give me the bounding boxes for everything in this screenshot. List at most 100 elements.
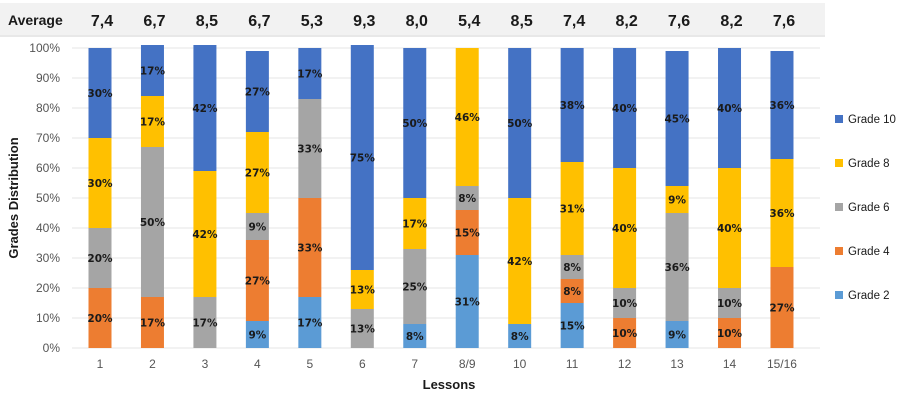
y-tick-label: 90%: [36, 71, 60, 85]
legend-entry: Grade 4: [848, 246, 890, 258]
bar-segment: [403, 324, 427, 348]
bar-segment: [193, 171, 217, 297]
y-tick-label: 40%: [36, 221, 60, 235]
bar-segment: [298, 297, 322, 348]
bar-segment: [560, 48, 584, 162]
data-label: 17%: [402, 219, 428, 231]
average-values: 7,4 6,7 8,5 6,7 5,3 9,3 8,0 5,4 8,5 7,4 8,2 7,6 8,2 7…: [91, 13, 795, 30]
bar-segment: [560, 255, 584, 279]
bar-segment: [350, 270, 374, 309]
bar-segment: [88, 48, 112, 138]
bar-segment: [455, 210, 479, 255]
data-label: 8%: [458, 193, 476, 205]
bar-segment: [88, 138, 112, 228]
data-label: 8%: [563, 262, 581, 274]
x-tick-label: 8/9: [459, 357, 476, 371]
bar-segment: [560, 279, 584, 303]
bar-segment: [665, 186, 689, 213]
x-tick-label: 11: [566, 357, 579, 371]
bar-segment: [298, 198, 322, 297]
data-label: 50%: [507, 118, 533, 130]
bar-segment: [455, 48, 479, 186]
legend-swatch: [835, 247, 843, 255]
x-tick-label: 15/16: [767, 357, 797, 371]
bar-segment: [718, 168, 742, 288]
x-tick-label: 7: [411, 357, 418, 371]
bar-segment: [193, 297, 217, 348]
data-label: 17%: [140, 318, 166, 330]
data-label: 15%: [455, 228, 481, 240]
average-value: 7,4: [563, 13, 585, 30]
average-value: 7,6: [773, 13, 795, 30]
average-value: 8,5: [511, 13, 533, 30]
data-label: 40%: [717, 103, 743, 115]
bar-segment: [140, 297, 164, 348]
bar-segment: [560, 162, 584, 255]
y-tick-label: 30%: [36, 251, 60, 265]
data-label: 15%: [560, 321, 586, 333]
bar-segment: [770, 267, 794, 348]
data-label: 10%: [717, 328, 743, 340]
data-label: 31%: [560, 204, 586, 216]
bar-segment: [455, 186, 479, 210]
bar-segment: [245, 213, 269, 240]
bar-segment: [298, 99, 322, 198]
data-label: 9%: [248, 222, 266, 234]
bar-segment: [245, 321, 269, 348]
data-label: 38%: [560, 100, 586, 112]
data-label: 13%: [350, 324, 376, 336]
bar-segment: [140, 96, 164, 147]
legend-entry: Grade 6: [848, 202, 890, 214]
bar-segment: [88, 228, 112, 288]
bar-segment: [508, 324, 532, 348]
y-tick-label: 10%: [36, 311, 60, 325]
data-label: 10%: [612, 298, 638, 310]
bar-segment: [298, 48, 322, 99]
bar-segment: [718, 48, 742, 168]
x-tick-label: 14: [723, 357, 737, 371]
data-label: 33%: [297, 144, 323, 156]
data-label: 50%: [402, 118, 428, 130]
data-label: 8%: [563, 286, 581, 298]
y-tick-label: 50%: [36, 191, 60, 205]
data-label: 46%: [455, 112, 481, 124]
legend-swatch: [835, 291, 843, 299]
average-value: 8,2: [615, 13, 637, 30]
x-tick-label: 2: [149, 357, 156, 371]
data-label: 8%: [406, 331, 424, 343]
data-label: 42%: [192, 103, 218, 115]
data-label: 40%: [717, 223, 743, 235]
x-tick-label: 5: [306, 357, 313, 371]
y-axis-ticks: 0% 10% 20% 30% 40% 50% 60% 70% 80% 90% 100%: [29, 41, 60, 355]
y-tick-label: 20%: [36, 281, 60, 295]
bar-segment: [140, 147, 164, 297]
data-label: 27%: [769, 303, 795, 315]
data-label: 8%: [511, 331, 529, 343]
bar-segment: [665, 51, 689, 186]
bar-segment: [245, 132, 269, 213]
bar-segment: [665, 213, 689, 321]
data-label: 27%: [245, 87, 271, 99]
bar-segment: [508, 198, 532, 324]
bar-segment: [718, 288, 742, 318]
x-tick-label: 3: [202, 357, 209, 371]
data-label: 27%: [245, 168, 271, 180]
data-label: 9%: [248, 330, 266, 342]
data-label: 42%: [192, 229, 218, 241]
data-label: 17%: [297, 318, 323, 330]
data-label: 31%: [455, 297, 481, 309]
bars: 20% 20% 30% 30% 17% 50% 17% 17% 17% 42% 42% 9% 27% 9%…: [87, 45, 795, 348]
gridlines: [72, 47, 820, 349]
average-value: 7,4: [91, 13, 113, 30]
bar-segment: [613, 168, 637, 288]
bar-segment: [665, 321, 689, 348]
bar-segment: [140, 45, 164, 96]
data-label: 50%: [140, 217, 166, 229]
y-tick-label: 60%: [36, 161, 60, 175]
x-tick-label: 6: [359, 357, 366, 371]
x-tick-label: 12: [618, 357, 632, 371]
data-label: 17%: [297, 69, 323, 81]
x-axis-ticks: 1 2 3 4 5 6 7 8/9 10 11 12 13 14 15/16: [97, 357, 798, 371]
y-axis-title: Grades Distribution: [6, 137, 21, 258]
data-label: 10%: [612, 328, 638, 340]
